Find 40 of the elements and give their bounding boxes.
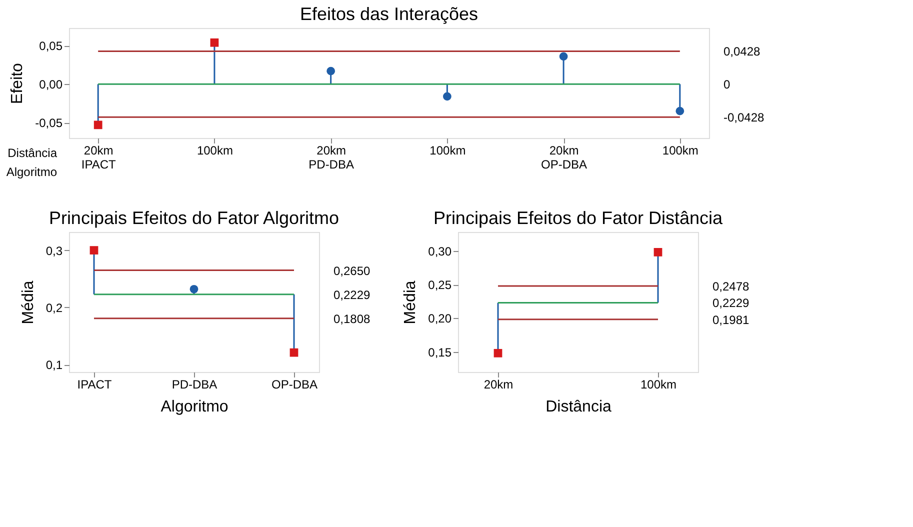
y2-tick-label: 0 <box>724 78 730 92</box>
text: Algoritmo <box>6 165 58 179</box>
y-tick-label: 0,1 <box>46 358 63 372</box>
y2-tick-label: 0,1981 <box>712 312 750 327</box>
x-tick-label: 100km <box>430 144 466 158</box>
x-tick-label: 20km PD-DBA <box>308 144 354 172</box>
y-tick-label: 0,00 <box>39 78 63 92</box>
y2-tick-label: 0,2229 <box>334 288 371 302</box>
y-axis-title: Efeito <box>9 62 26 104</box>
y2-tick-label: 0,0428 <box>724 44 761 59</box>
y-axis-title: Média <box>402 280 420 324</box>
chart-title: Principais Efeitos do Fator Distância <box>433 208 724 228</box>
x-tick-label: 20km OP-DBA <box>541 144 588 172</box>
x-axis-title: Algoritmo <box>160 398 228 416</box>
x-tick-label: 100km <box>640 378 677 392</box>
y-tick-label: 0,3 <box>46 244 63 258</box>
x-tick-label: OP-DBA <box>271 378 318 392</box>
text: Distância <box>8 146 58 160</box>
y2-tick-label: 0,2650 <box>334 264 371 278</box>
y2-tick-label: 0,2229 <box>712 296 750 310</box>
y2-tick-label: 0,2478 <box>712 279 750 294</box>
y-axis-title: Média <box>20 280 37 324</box>
y-tick-label: 0,2 <box>46 300 63 315</box>
x-tick-label: 100km <box>662 144 698 158</box>
y-tick-label: 0,20 <box>428 312 452 326</box>
y-tick-label: 0,05 <box>39 39 63 54</box>
x-tick-label: 20km <box>484 378 514 392</box>
y2-tick-label: 0,1808 <box>334 312 371 326</box>
x-tick-label: IPACT <box>77 378 112 392</box>
y-tick-label: 0,15 <box>428 345 452 360</box>
y-tick-label: 0,30 <box>428 244 452 258</box>
chart-title: Principais Efeitos do Fator Algoritmo <box>48 208 340 228</box>
chart-title: Efeitos das Interações <box>300 4 478 24</box>
x-tick-label: 100km <box>196 144 233 158</box>
x-axis-title: Distância <box>546 398 612 416</box>
x-tick-label: PD-DBA <box>172 378 218 392</box>
y-tick-label: 0,25 <box>428 278 452 292</box>
y-tick-label: -0,05 <box>35 116 63 130</box>
y2-tick-label: -0,0428 <box>724 110 765 125</box>
x-tick-label: 20km IPACT <box>81 144 116 172</box>
